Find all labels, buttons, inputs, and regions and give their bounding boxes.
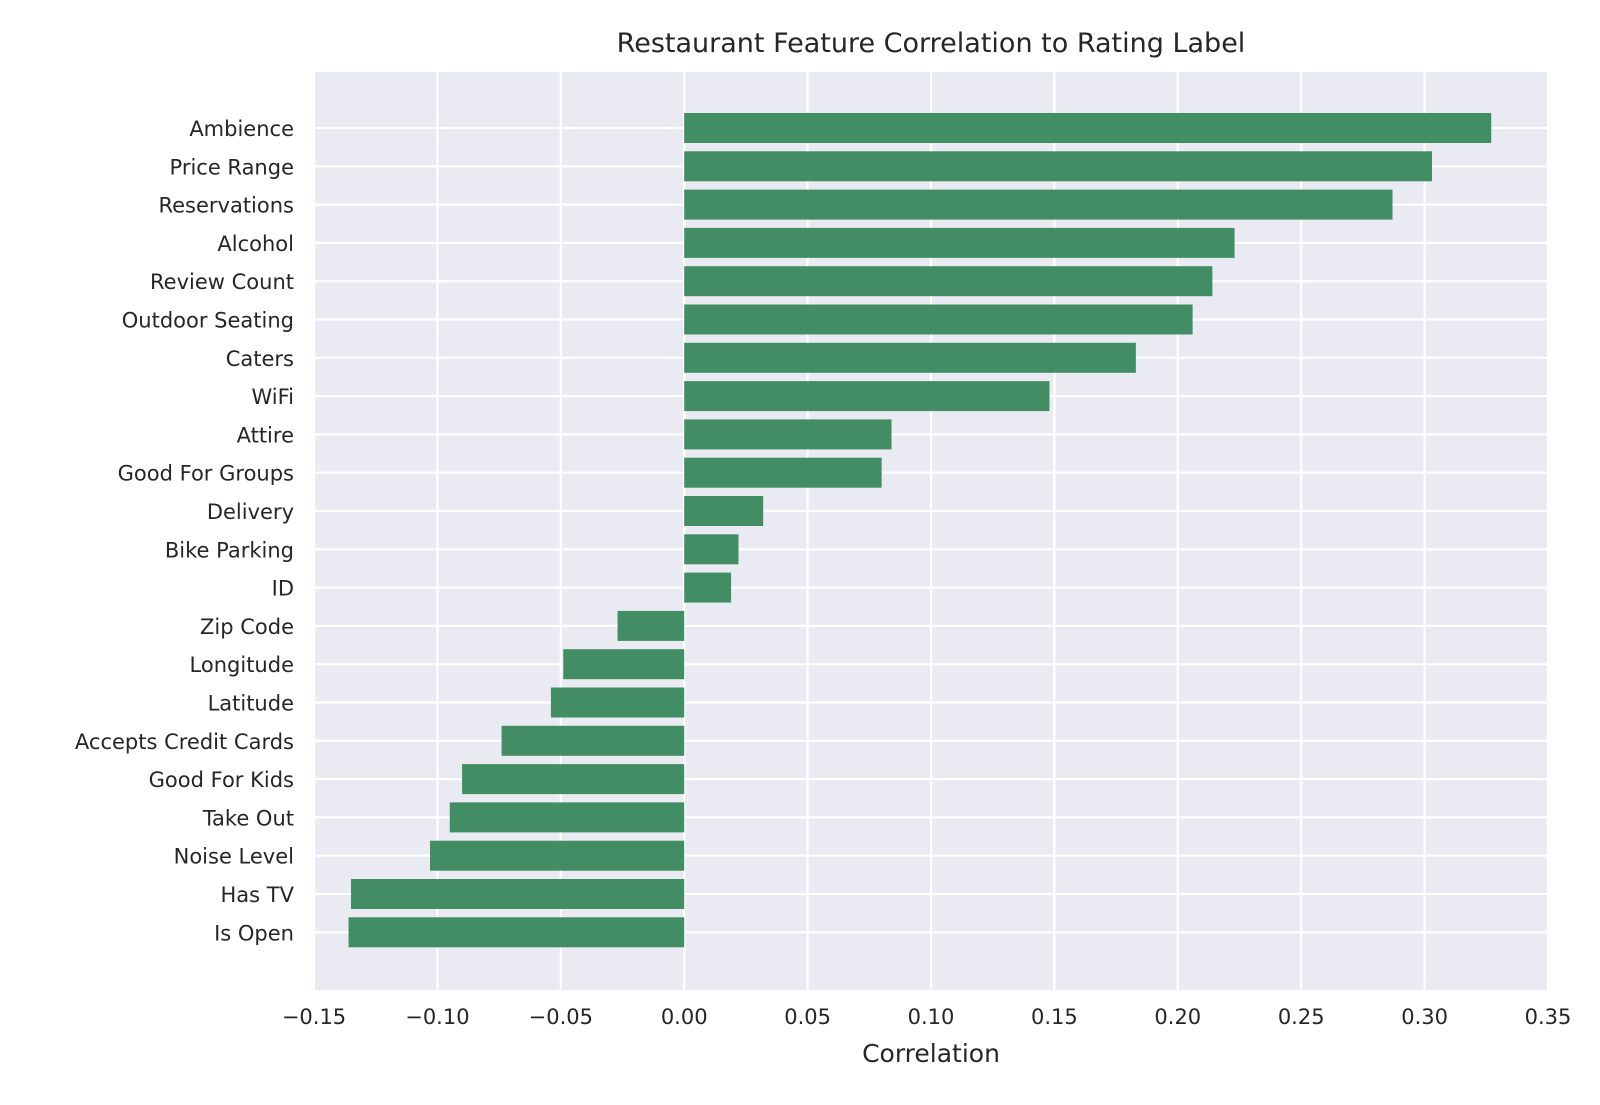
category-labels: Ambience Price Range Reservations Alcohol Re… (75, 117, 295, 945)
category-label: Ambience (189, 117, 294, 141)
chart-title: Restaurant Feature Correlation to Rating… (617, 28, 1246, 59)
x-tick-label: 0.20 (1154, 1005, 1201, 1029)
category-label: Is Open (214, 921, 294, 945)
bar (684, 113, 1492, 143)
x-tick-label: 0.30 (1401, 1005, 1448, 1029)
x-tick-labels: −0.15 −0.10 −0.05 0.00 0.05 0.10 0.15 0.20 0.25 0… (282, 1005, 1572, 1029)
category-label: WiFi (251, 385, 294, 409)
x-tick-label: −0.05 (529, 1005, 593, 1029)
bar (449, 802, 685, 833)
category-label: Caters (226, 347, 294, 371)
bar (351, 879, 685, 909)
bar (617, 610, 685, 641)
bar (501, 725, 685, 756)
bar (348, 917, 685, 948)
bar (684, 534, 739, 565)
bar (684, 419, 892, 450)
category-label: Take Out (202, 806, 294, 830)
category-label: Has TV (221, 883, 295, 907)
category-label: Accepts Credit Cards (75, 730, 294, 754)
x-tick-label: 0.15 (1031, 1005, 1078, 1029)
category-label: Reservations (158, 194, 294, 218)
bar (684, 381, 1050, 412)
bar (684, 189, 1393, 220)
bar (684, 227, 1235, 258)
bar (684, 457, 882, 488)
x-tick-label: 0.25 (1278, 1005, 1325, 1029)
category-label: Attire (237, 423, 294, 447)
bar (550, 687, 685, 718)
bar (684, 572, 732, 603)
category-label: Zip Code (200, 615, 294, 639)
bar (684, 496, 764, 526)
bar (462, 764, 685, 795)
category-label: Bike Parking (165, 538, 294, 562)
bar (684, 304, 1193, 335)
bar (563, 649, 685, 680)
category-label: Good For Groups (118, 462, 294, 486)
category-label: Good For Kids (149, 768, 294, 792)
bars (348, 113, 1492, 948)
x-axis-title: Correlation (862, 1039, 1000, 1068)
category-label: Delivery (207, 500, 294, 524)
bar (684, 342, 1136, 373)
category-label: Price Range (170, 155, 294, 179)
x-tick-label: 0.10 (908, 1005, 955, 1029)
category-label: ID (272, 577, 294, 601)
category-label: Outdoor Seating (122, 309, 294, 333)
x-tick-label: 0.00 (661, 1005, 708, 1029)
x-tick-label: 0.35 (1525, 1005, 1572, 1029)
x-tick-label: −0.10 (405, 1005, 469, 1029)
category-label: Noise Level (174, 845, 294, 869)
x-tick-label: −0.15 (282, 1005, 346, 1029)
category-label: Alcohol (217, 232, 294, 256)
x-tick-label: 0.05 (784, 1005, 831, 1029)
bar (684, 151, 1433, 182)
bar (429, 840, 685, 871)
category-label: Latitude (208, 692, 294, 716)
category-label: Longitude (190, 653, 294, 677)
bar (684, 266, 1213, 297)
category-label: Review Count (150, 270, 294, 294)
